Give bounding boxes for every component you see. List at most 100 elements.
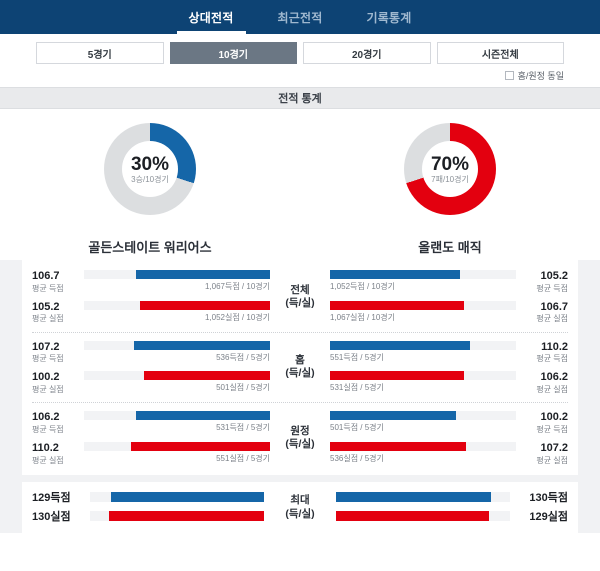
metric-label-group: 105.2 평균 실점 (32, 301, 78, 324)
metric-bar-track (330, 300, 516, 310)
metric-right: 106.7 평균 실점 1,067실점 / 10경기 (330, 300, 568, 324)
metric-bar-track (336, 491, 510, 502)
metric-left: 129득점 (32, 491, 264, 505)
metric-value: 105.2 (32, 300, 60, 313)
away-win-detail: 7패/10경기 (431, 174, 469, 184)
metric-bar-track (330, 371, 516, 381)
metric-value: 130득점 (529, 491, 568, 504)
stat-block-label: 최대 (득/실) (270, 494, 330, 520)
metric-bar-column: 1,052실점 / 10경기 (84, 300, 270, 323)
metric-bar-column: 536득점 / 5경기 (84, 340, 270, 363)
metric-bar-track (90, 510, 264, 521)
stat-block-label: 홈 (득/실) (270, 354, 330, 380)
metric-value: 106.2 (32, 411, 60, 424)
metric-bar-column: 551득점 / 5경기 (330, 340, 516, 363)
metric-bar-track (84, 442, 270, 452)
stat-block-label: 원정 (득/실) (270, 425, 330, 451)
home-team-metrics: 106.7 평균 득점 1,067득점 / 10경기 105.2 평균 실점 1,052실… (32, 270, 270, 324)
stat-block-label-sub: (득/실) (285, 367, 315, 380)
stat-block-label-main: 홈 (295, 354, 305, 367)
away-win-percent: 70% (430, 153, 470, 175)
metric-value: 106.7 (32, 270, 60, 282)
metric-bar-fill (336, 510, 490, 521)
metric-caption: 평균 실점 (32, 455, 64, 465)
metric-label-group: 129실점 (516, 511, 568, 524)
metric-bar-fill (143, 371, 270, 381)
metric-right: 129실점 (336, 510, 568, 524)
metric-bar-track (330, 270, 516, 279)
filter-20-games[interactable]: 20경기 (303, 42, 431, 64)
section-header: 전적 통계 (0, 87, 600, 109)
metric-bar-column (90, 510, 264, 521)
metric-value: 110.2 (32, 442, 59, 455)
stat-block-label-main: 최대 (290, 494, 310, 507)
metric-value: 129실점 (529, 510, 568, 523)
section-title: 전적 통계 (278, 93, 322, 105)
metric-bar-fill (330, 270, 461, 279)
metric-bar-track (330, 411, 516, 421)
metric-bar-track (330, 340, 516, 350)
metric-bar-fill (134, 340, 270, 350)
stat-block-label-main: 전체 (290, 283, 310, 296)
metric-bar-caption: 531실점 / 5경기 (330, 383, 384, 393)
home-away-same-checkbox[interactable] (504, 71, 514, 80)
metric-bar-caption: 551실점 / 5경기 (216, 454, 270, 464)
metric-caption: 평균 실점 (536, 455, 568, 465)
metric-bar-track (84, 371, 270, 381)
filter-5-games[interactable]: 5경기 (36, 42, 164, 64)
metric-value: 130실점 (32, 510, 71, 523)
metric-right: 100.2 평균 득점 501득점 / 5경기 (330, 411, 568, 434)
away-team-metrics: 105.2 평균 득점 1,052득점 / 10경기 106.7 평균 실점 1,067실… (330, 270, 568, 324)
home-away-same-label: 홈/원정 동일 (517, 71, 564, 81)
home-win-detail: 3승/10경기 (131, 174, 169, 184)
metric-bar-caption: 551득점 / 5경기 (330, 352, 384, 362)
metric-bar-track (84, 340, 270, 350)
metric-bar-fill (336, 491, 491, 502)
win-rate-panel: 30% 3승/10경기 골든스테이트 워리어스 70% 7패/10경기 올랜도 … (0, 109, 600, 260)
metric-bar-fill (330, 442, 466, 452)
metric-label-group: 106.7 평균 득점 (32, 270, 78, 293)
metric-bar-caption: 1,067득점 / 10경기 (204, 282, 270, 291)
metric-label-group: 110.2 평균 실점 (32, 442, 78, 465)
home-team-name: 골든스테이트 워리어스 (88, 240, 212, 255)
metric-caption: 평균 득점 (536, 424, 568, 434)
metric-right: 107.2 평균 실점 536실점 / 5경기 (330, 442, 568, 465)
metric-bar-caption: 501실점 / 5경기 (216, 383, 270, 393)
metric-bar-track (84, 411, 270, 421)
metric-bar-fill (136, 270, 270, 279)
metric-label-group: 110.2 평균 득점 (522, 341, 568, 364)
tab-record-stats[interactable]: 기록통계 (344, 0, 433, 34)
metric-bar-column: 1,067득점 / 10경기 (84, 270, 270, 292)
metric-bar-caption: 531득점 / 5경기 (216, 423, 270, 433)
top-tab-bar: 상대전적 최근전적 기록통계 (0, 0, 600, 34)
filter-season-all[interactable]: 시즌전체 (436, 42, 564, 64)
tab-head-to-head[interactable]: 상대전적 (167, 0, 256, 34)
metric-bar-fill (136, 411, 270, 421)
stat-block-label: 전체 (득/실) (270, 284, 330, 310)
tab-label: 기록통계 (366, 10, 412, 25)
metric-left: 106.7 평균 득점 1,067득점 / 10경기 (32, 270, 270, 293)
stat-block: 106.2 평균 득점 531득점 / 5경기 110.2 평균 실점 551실점 / 5… (32, 402, 568, 465)
metric-caption: 평균 득점 (536, 283, 568, 293)
metric-right: 105.2 평균 득점 1,052득점 / 10경기 (330, 270, 568, 293)
metric-left: 110.2 평균 실점 551실점 / 5경기 (32, 442, 270, 465)
metric-bar-caption: 1,052득점 / 10경기 (330, 282, 396, 291)
tab-recent-record[interactable]: 최근전적 (256, 0, 345, 34)
metric-label-group: 100.2 평균 실점 (32, 371, 78, 394)
metric-label-group: 106.2 평균 실점 (522, 371, 568, 394)
metric-bar-caption: 501득점 / 5경기 (330, 423, 384, 433)
average-stats-card: 106.7 평균 득점 1,067득점 / 10경기 105.2 평균 실점 1,052실… (22, 260, 578, 475)
stat-block-label-sub: (득/실) (285, 507, 315, 520)
metric-value: 129득점 (32, 491, 71, 504)
filter-10-games[interactable]: 10경기 (169, 42, 297, 64)
metric-bar-column: 531득점 / 5경기 (84, 411, 270, 433)
home-team-metrics: 106.2 평균 득점 531득점 / 5경기 110.2 평균 실점 551실점 / 5… (32, 411, 270, 465)
metric-label-group: 106.2 평균 득점 (32, 411, 78, 434)
away-team-metrics: 100.2 평균 득점 501득점 / 5경기 107.2 평균 실점 536실점 / 5… (330, 411, 568, 465)
metric-label-group: 107.2 평균 실점 (522, 442, 568, 465)
metric-right: 106.2 평균 실점 531실점 / 5경기 (330, 371, 568, 394)
metric-value: 107.2 (540, 442, 568, 455)
tab-label: 최근전적 (277, 10, 323, 25)
metric-right: 110.2 평균 득점 551득점 / 5경기 (330, 340, 568, 364)
metric-bar-column: 1,067실점 / 10경기 (330, 300, 516, 323)
